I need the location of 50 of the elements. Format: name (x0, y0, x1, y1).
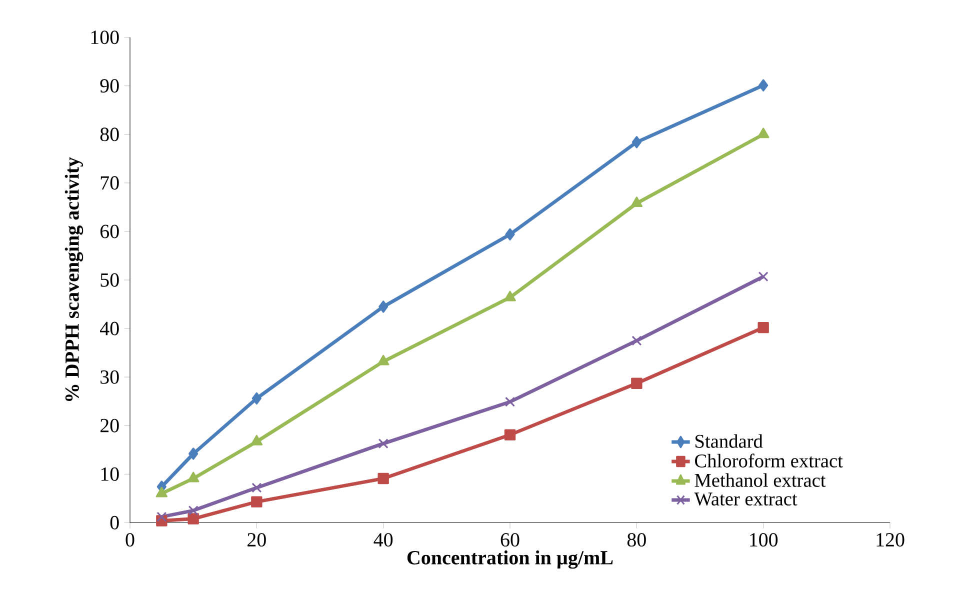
point (505, 228, 515, 240)
y-tick-label: 50 (100, 273, 119, 287)
x-tick-label: 60 (500, 532, 520, 546)
point (378, 472, 389, 484)
y-tick-label: 60 (100, 224, 119, 238)
point (378, 438, 388, 448)
point (377, 354, 390, 366)
point (632, 136, 642, 148)
point (758, 271, 768, 282)
y-tick-label: 40 (100, 322, 119, 336)
legend-label: Standard (696, 434, 763, 448)
point (758, 79, 768, 92)
x-tick-label: 20 (248, 532, 266, 546)
legend-label: Chloroform extract (695, 454, 843, 468)
x-axis-title: Concentration in µg/mL (407, 550, 613, 569)
point (504, 290, 516, 302)
point (188, 447, 198, 460)
point (758, 322, 769, 333)
point (250, 434, 263, 446)
point (252, 482, 262, 493)
y-tick-label: 90 (100, 78, 119, 92)
point (378, 300, 388, 313)
y-tick-label: 100 (91, 30, 119, 44)
point (504, 429, 516, 440)
point (252, 392, 262, 404)
y-tick-label: 80 (100, 127, 119, 141)
legend-label: Water extract (694, 492, 798, 506)
y-tick-label: 70 (100, 176, 119, 190)
point (188, 505, 198, 516)
point (156, 486, 168, 498)
point (251, 496, 262, 508)
y-tick-label: 30 (100, 370, 119, 384)
x-tick-label: 120 (876, 532, 904, 546)
point (187, 472, 200, 482)
point (757, 128, 770, 138)
point (631, 378, 642, 389)
y-tick-label: 10 (101, 467, 119, 481)
x-tick-label: 100 (750, 532, 778, 546)
x-tick-label: 40 (374, 532, 393, 546)
point (188, 513, 199, 524)
legend-label: Methanol extract (694, 473, 826, 487)
point (632, 335, 642, 346)
point (504, 396, 516, 407)
y-tick-label: 0 (110, 516, 119, 530)
y-axis-title: % DPPH scavenging activity (64, 156, 84, 401)
y-tick-label: 20 (100, 418, 119, 432)
point (630, 196, 643, 207)
x-tick-label: 0 (126, 532, 134, 546)
x-tick-label: 80 (627, 532, 646, 546)
point (156, 512, 167, 522)
